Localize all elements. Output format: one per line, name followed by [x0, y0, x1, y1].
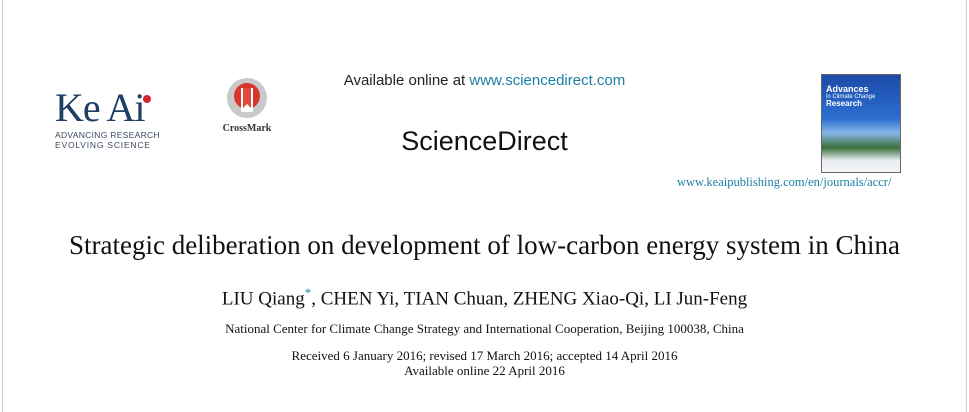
cover-title: Research [826, 99, 863, 108]
crossmark-icon [227, 78, 267, 118]
corresponding-mark[interactable]: * [304, 285, 312, 300]
available-date: Available online 22 April 2016 [404, 363, 565, 378]
publisher-logo: Ke Ai ADVANCING RESEARCH EVOLVING SCIENC… [55, 85, 160, 151]
logo-dot [143, 95, 151, 103]
publisher-name: Ke Ai [55, 85, 145, 130]
journal-link[interactable]: www.keaipublishing.com/en/journals/accr/ [677, 175, 892, 189]
crossmark-label: CrossMark [222, 123, 272, 134]
author-list: , CHEN Yi, TIAN Chuan, ZHENG Xiao-Qi, LI… [311, 288, 748, 310]
cover-title: Advances [826, 84, 869, 94]
available-line: Available online at www.sciencedirect.co… [3, 72, 966, 89]
crossmark-logo[interactable]: CrossMark [217, 76, 277, 134]
publisher-tagline: EVOLVING SCIENCE [55, 140, 151, 150]
cover-title: in Climate Change [826, 94, 876, 100]
article-title: Strategic deliberation on development of… [68, 230, 901, 260]
brand: ScienceDirect [401, 126, 568, 156]
sciencedirect-link[interactable]: www.sciencedirect.com [469, 72, 626, 89]
author: LIU Qiang [221, 288, 305, 310]
journal-cover[interactable]: Advances in Climate Change Research [821, 74, 901, 173]
affiliation: National Center for Climate Change Strat… [225, 321, 744, 336]
history: Received 6 January 2016; revised 17 Marc… [291, 348, 678, 363]
available-prefix: Available online at [343, 72, 466, 89]
publisher-tagline: ADVANCING RESEARCH [55, 130, 160, 140]
authors: LIU Qiang*, CHEN Yi, TIAN Chuan, ZHENG X… [3, 285, 966, 310]
